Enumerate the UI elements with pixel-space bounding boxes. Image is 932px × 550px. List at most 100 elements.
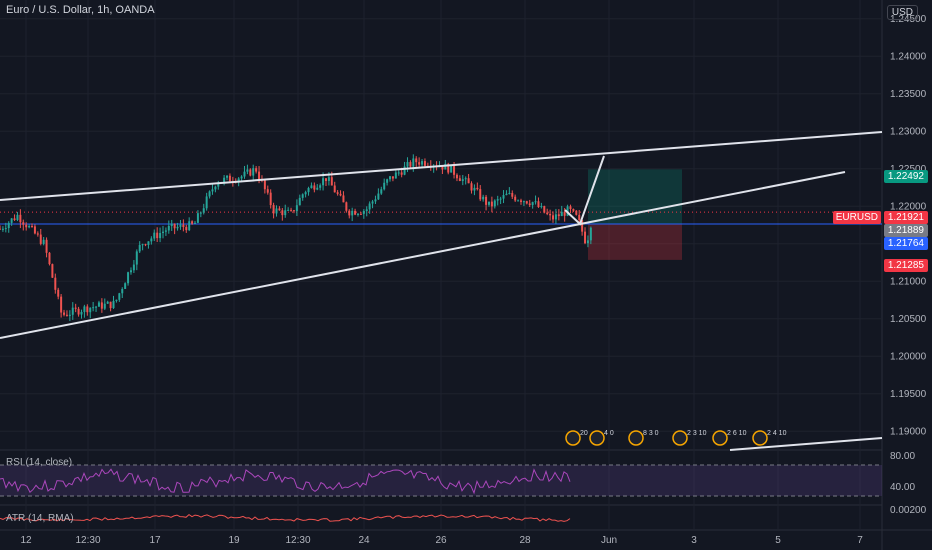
candle-body — [528, 203, 531, 206]
candle-body — [45, 239, 48, 253]
idea-badge-count: 4 0 — [604, 430, 614, 437]
candle-body — [159, 233, 162, 239]
time-tick-label: 5 — [775, 535, 781, 546]
time-tick-label: 7 — [857, 535, 863, 546]
candle-body — [330, 177, 333, 186]
atr-label[interactable]: ATR (14, RMA) — [6, 513, 74, 524]
candle-body — [13, 218, 16, 220]
candle-body — [39, 234, 42, 244]
candle-body — [185, 227, 188, 231]
candle-body — [199, 212, 202, 214]
symbol-title[interactable]: Euro / U.S. Dollar, 1h, OANDA — [6, 4, 155, 16]
candlestick-series — [0, 154, 592, 322]
candle-body — [156, 232, 159, 239]
candle-body — [153, 232, 156, 239]
candle-body — [581, 220, 584, 232]
candle-body — [89, 307, 92, 313]
candle-body — [534, 201, 537, 203]
currency-button[interactable]: USD — [886, 5, 918, 20]
time-tick-label: 26 — [435, 535, 447, 546]
candle-body — [584, 231, 587, 244]
candle-body — [103, 303, 106, 309]
candle-body — [525, 201, 528, 204]
candle-body — [313, 185, 316, 190]
candle-body — [150, 238, 153, 242]
candle-body — [409, 162, 412, 167]
entry-price-tag: 1.21764 — [883, 237, 928, 250]
price-tick-label: 1.23000 — [890, 126, 927, 137]
candle-body — [490, 201, 493, 207]
candle-body — [194, 222, 197, 224]
candle-body — [368, 203, 371, 210]
candle-body — [109, 301, 112, 309]
candle-body — [389, 176, 392, 180]
long-position-tool[interactable] — [0, 169, 882, 260]
candle-body — [284, 210, 287, 216]
candle-body — [258, 171, 261, 180]
idea-badges[interactable]: 20 4 0 8 3 0 2 3 10 2 6 10 2 4 10 — [565, 430, 787, 446]
price-tick-label: 1.19000 — [890, 426, 927, 437]
candle-body — [16, 214, 19, 220]
rsi-line — [0, 468, 571, 495]
profit-zone — [588, 169, 682, 224]
candle-body — [292, 210, 295, 212]
candle-body — [255, 168, 258, 172]
atr-line — [0, 513, 571, 522]
candle-body — [304, 192, 307, 195]
candle-body — [560, 211, 563, 217]
candle-body — [380, 189, 383, 194]
stop-price-tag: 1.21285 — [883, 259, 928, 272]
time-tick-label: 12:30 — [75, 535, 100, 546]
candle-body — [167, 225, 170, 231]
idea-badge-count: 2 4 10 — [767, 430, 787, 437]
candle-body — [0, 228, 1, 230]
rsi-label[interactable]: RSI (14, close) — [6, 457, 73, 468]
candle-body — [563, 211, 566, 216]
candle-body — [249, 169, 252, 176]
rsi-tick-label: 80.00 — [890, 451, 915, 462]
candle-body — [453, 165, 456, 175]
price-tick-label: 1.23500 — [890, 89, 927, 100]
candle-body — [127, 272, 130, 284]
candle-body — [362, 210, 365, 214]
candle-body — [403, 166, 406, 175]
candle-body — [295, 205, 298, 212]
candle-body — [327, 177, 330, 181]
candle-body — [505, 193, 508, 196]
idea-badge-icon — [565, 430, 581, 446]
candle-body — [272, 205, 275, 214]
candle-body — [205, 196, 208, 209]
candle-body — [391, 176, 394, 179]
candle-body — [129, 270, 132, 273]
candle-body — [511, 193, 514, 197]
price-tick-label: 1.20500 — [890, 314, 927, 325]
price-tick-label: 1.22000 — [890, 201, 927, 212]
candle-body — [83, 306, 86, 312]
candle-body — [278, 208, 281, 211]
candle-body — [549, 213, 552, 216]
candle-body — [182, 224, 185, 228]
loss-zone — [588, 223, 682, 260]
candle-body — [33, 226, 36, 234]
candle-body — [243, 171, 246, 177]
price-tick-label: 1.20000 — [890, 351, 927, 362]
candle-body — [415, 158, 418, 163]
atr-series: 0.00200 — [0, 505, 927, 522]
drawing-tools[interactable] — [0, 131, 883, 451]
candle-body — [374, 199, 377, 202]
candle-body — [386, 179, 389, 183]
time-tick-label: 12:30 — [285, 535, 310, 546]
price-tick-label: 1.19500 — [890, 389, 927, 400]
candle-body — [540, 206, 543, 208]
candle-body — [307, 188, 310, 193]
upper-trendline — [0, 131, 883, 201]
candle-body — [63, 312, 66, 315]
candle-body — [36, 233, 39, 235]
time-axis[interactable]: 12 12:30 17 19 12:30 24 26 28 Jun 3 5 7 — [20, 535, 863, 546]
candle-body — [537, 201, 540, 208]
candle-body — [301, 194, 304, 198]
candle-body — [310, 185, 313, 189]
candle-body — [377, 193, 380, 200]
